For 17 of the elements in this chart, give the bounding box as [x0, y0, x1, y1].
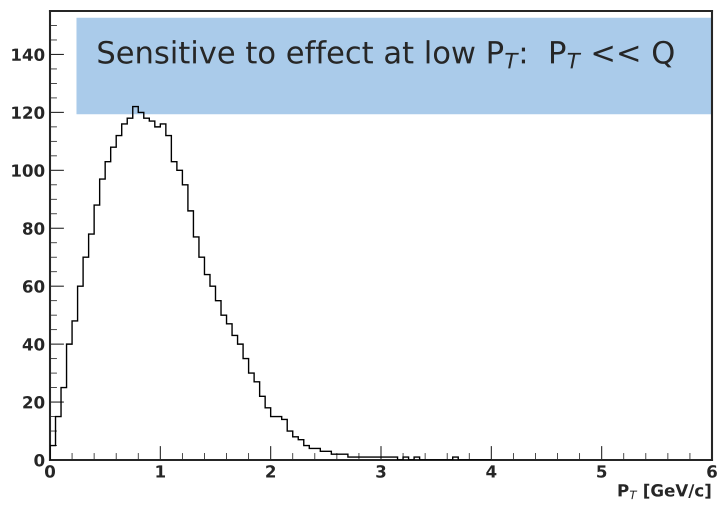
y-tick-label: 100: [12, 164, 44, 177]
x-tick-label: 0: [45, 465, 55, 478]
y-tick-label: 120: [12, 106, 44, 119]
x-tick-label: 1: [156, 465, 165, 478]
x-tick-label: 5: [597, 465, 606, 478]
x-tick-label: 6: [707, 465, 717, 478]
x-tick-label: 3: [376, 465, 386, 478]
x-axis-title: P$_{T}$ [GeV/c]: [618, 484, 710, 500]
y-tick-label: 0: [34, 454, 44, 467]
y-tick-label: 140: [12, 48, 44, 62]
y-tick-label: 40: [22, 338, 44, 351]
y-tick-label: 80: [22, 222, 44, 235]
annotation: Sensitive to effect at low P$_{T}$: P$_{T}$ << Q: [98, 40, 674, 68]
y-tick-label: 60: [22, 280, 44, 293]
y-tick-label: 20: [23, 396, 44, 409]
x-tick-label: 2: [266, 465, 276, 478]
x-tick-label: 4: [486, 465, 496, 478]
